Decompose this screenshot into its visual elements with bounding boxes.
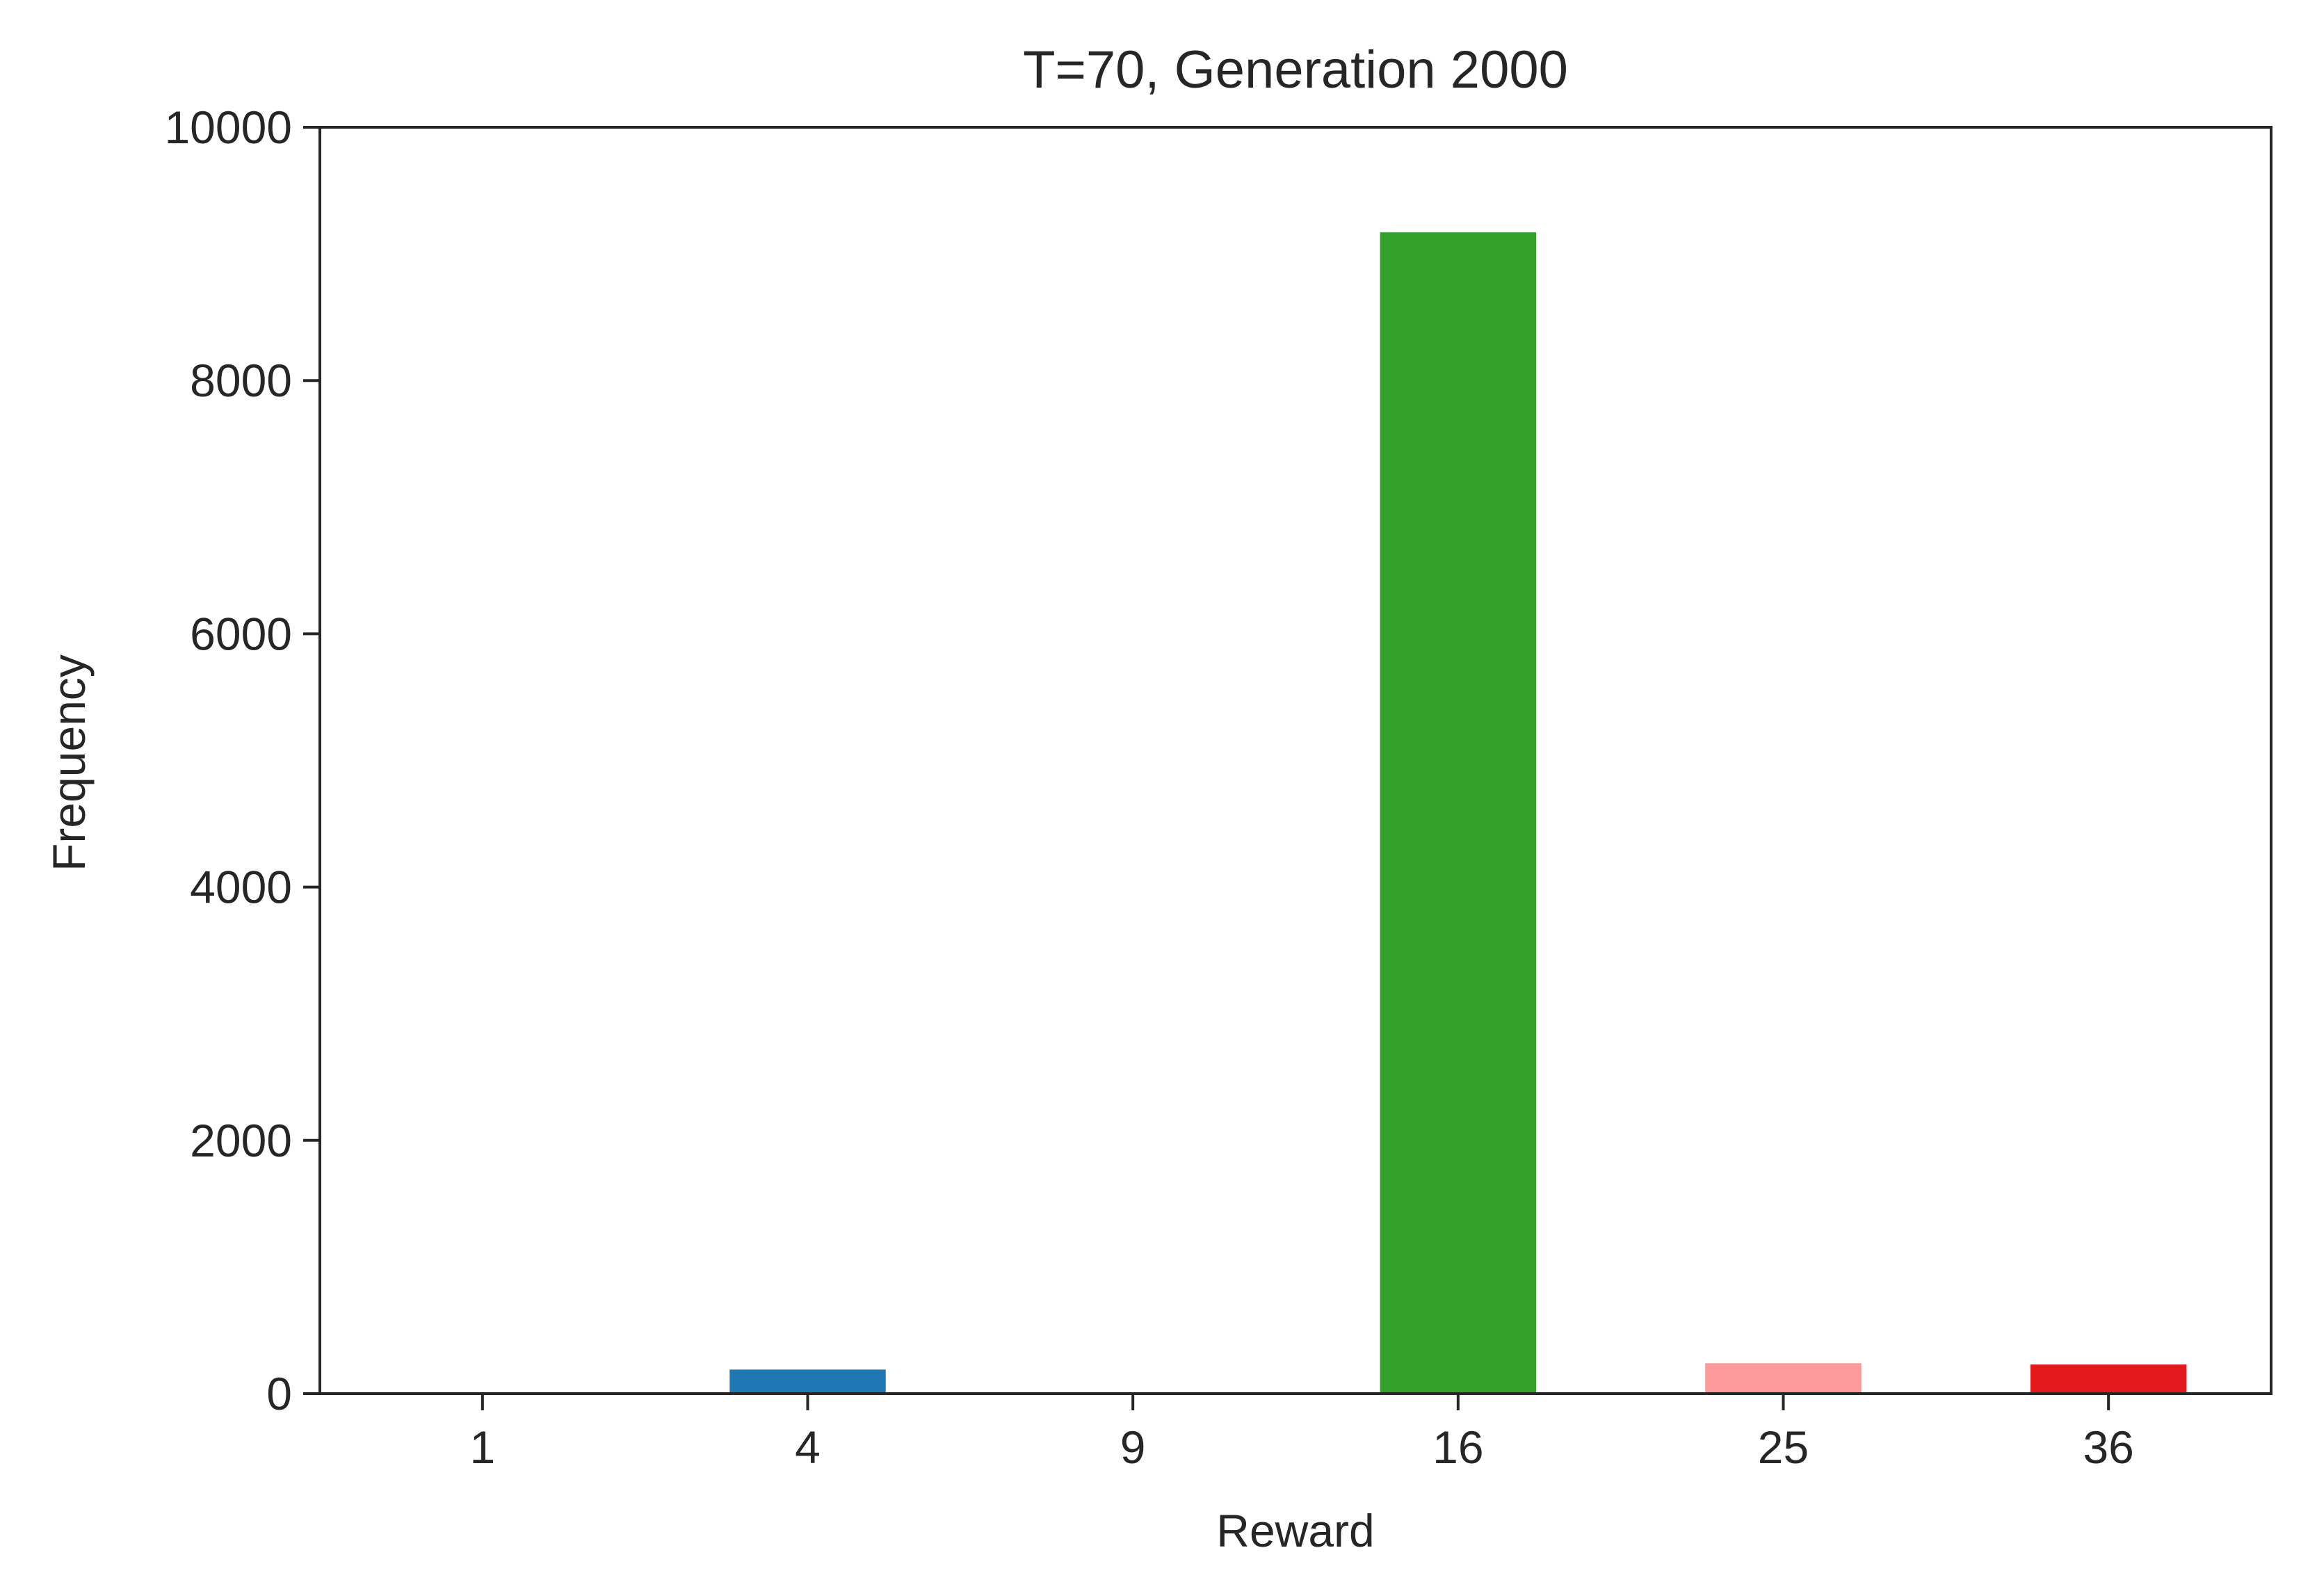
y-tick-label: 2000: [190, 1115, 292, 1166]
x-axis-label: Reward: [1216, 1505, 1374, 1556]
x-tick-label: 25: [1758, 1421, 1809, 1473]
bars-group: [729, 232, 2187, 1394]
bar-4: [729, 1369, 886, 1394]
y-tick-label: 6000: [190, 608, 292, 659]
y-tick-label: 0: [266, 1368, 292, 1419]
x-tick-label: 9: [1120, 1421, 1146, 1473]
x-axis-ticks: 1 4 9 16 25 36: [469, 1394, 2134, 1473]
bar-36: [2030, 1364, 2187, 1394]
bar-16: [1380, 232, 1537, 1394]
y-axis-label: Frequency: [43, 654, 95, 871]
x-tick-label: 1: [469, 1421, 495, 1473]
bar-25: [1705, 1363, 1862, 1394]
y-tick-label: 4000: [190, 862, 292, 913]
x-tick-label: 4: [795, 1421, 821, 1473]
y-tick-label: 8000: [190, 355, 292, 406]
x-tick-label: 16: [1432, 1421, 1483, 1473]
plot-frame: [318, 126, 2272, 1395]
chart-title: T=70, Generation 2000: [1023, 40, 1568, 99]
y-tick-label: 10000: [164, 102, 292, 153]
y-axis-ticks: 0 2000 4000 6000 8000 10000: [164, 102, 320, 1419]
x-tick-label: 36: [2083, 1421, 2133, 1473]
